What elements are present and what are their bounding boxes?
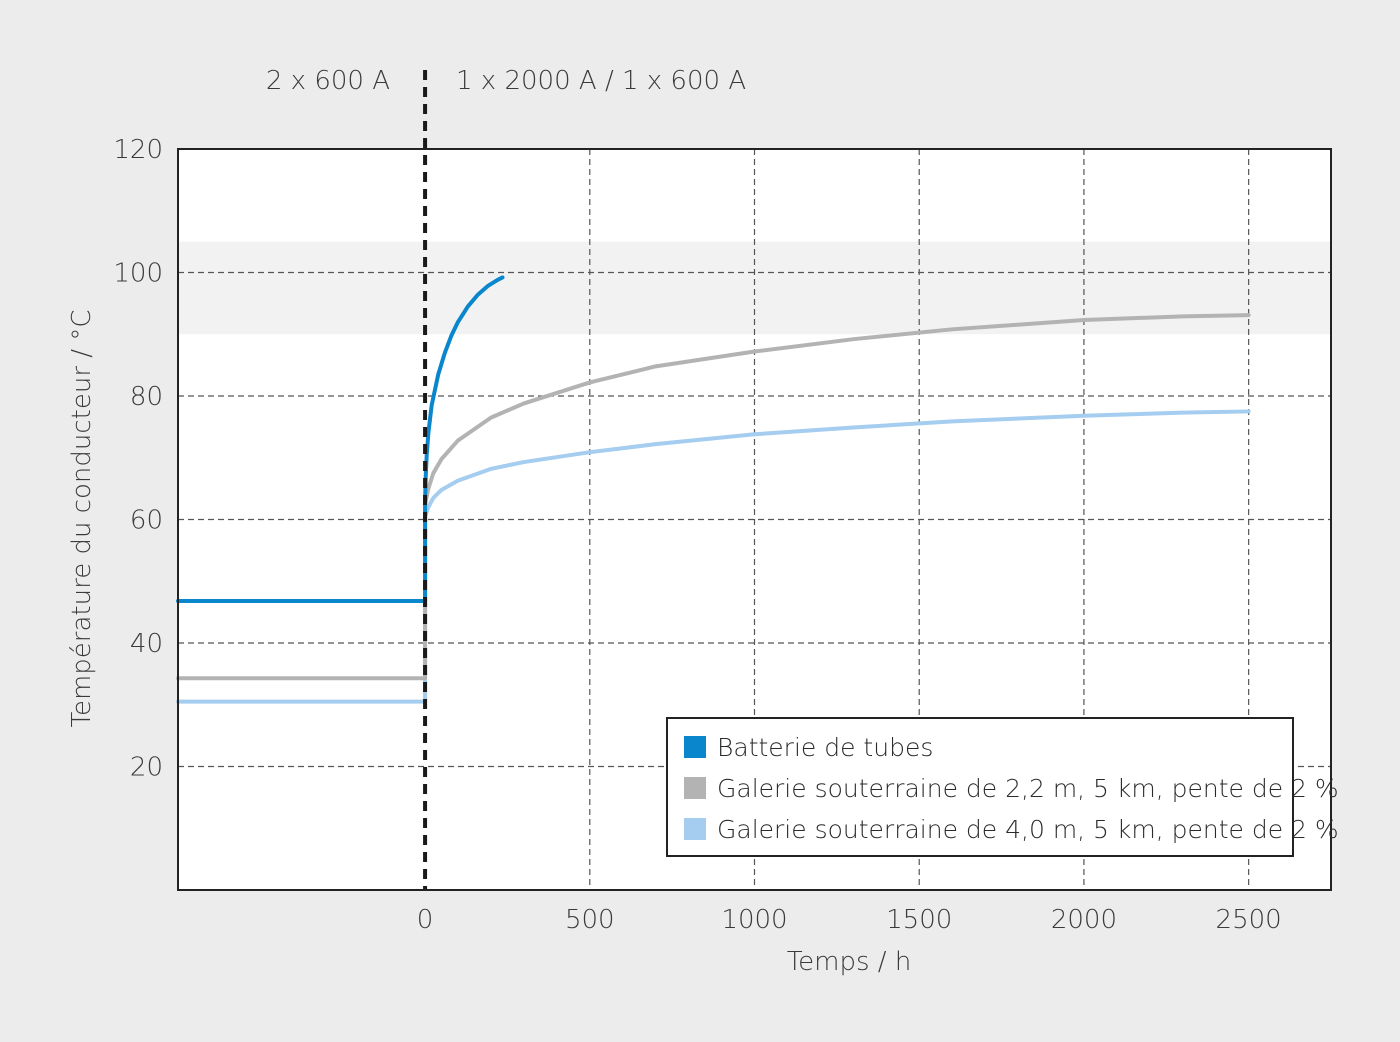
x-tick-label: 1000 [721, 905, 787, 935]
y-tick-label: 80 [130, 382, 163, 412]
legend-entry: Batterie de tubes [717, 733, 933, 762]
series-line [176, 409, 1251, 704]
legend-entry: Galerie souterraine de 2,2 m, 5 km, pent… [717, 774, 1339, 803]
series-line [176, 313, 1251, 681]
legend-entry: Galerie souterraine de 4,0 m, 5 km, pent… [717, 815, 1339, 844]
series-line [176, 275, 505, 604]
x-tick-label: 1500 [886, 905, 952, 935]
y-tick-label: 40 [130, 629, 163, 659]
legend-swatch [684, 777, 706, 799]
legend-swatch [684, 736, 706, 758]
plot-frame [177, 148, 1332, 891]
annotation-left-phase: 2 x 600 A [266, 66, 390, 96]
y-tick-label: 60 [130, 506, 163, 536]
y-axis-label: Température du conducteur / °C [67, 310, 97, 728]
y-tick-label: 100 [113, 259, 163, 289]
legend-box [666, 717, 1294, 857]
y-tick-label: 20 [130, 753, 163, 783]
x-tick-label: 0 [417, 905, 434, 935]
x-tick-label: 500 [565, 905, 615, 935]
y-tick-label: 120 [113, 135, 163, 165]
legend-swatch [684, 818, 706, 840]
x-axis-label: Temps / h [787, 947, 912, 977]
annotation-right-phase: 1 x 2000 A / 1 x 600 A [456, 66, 746, 96]
x-tick-label: 2500 [1216, 905, 1282, 935]
x-tick-label: 2000 [1051, 905, 1117, 935]
